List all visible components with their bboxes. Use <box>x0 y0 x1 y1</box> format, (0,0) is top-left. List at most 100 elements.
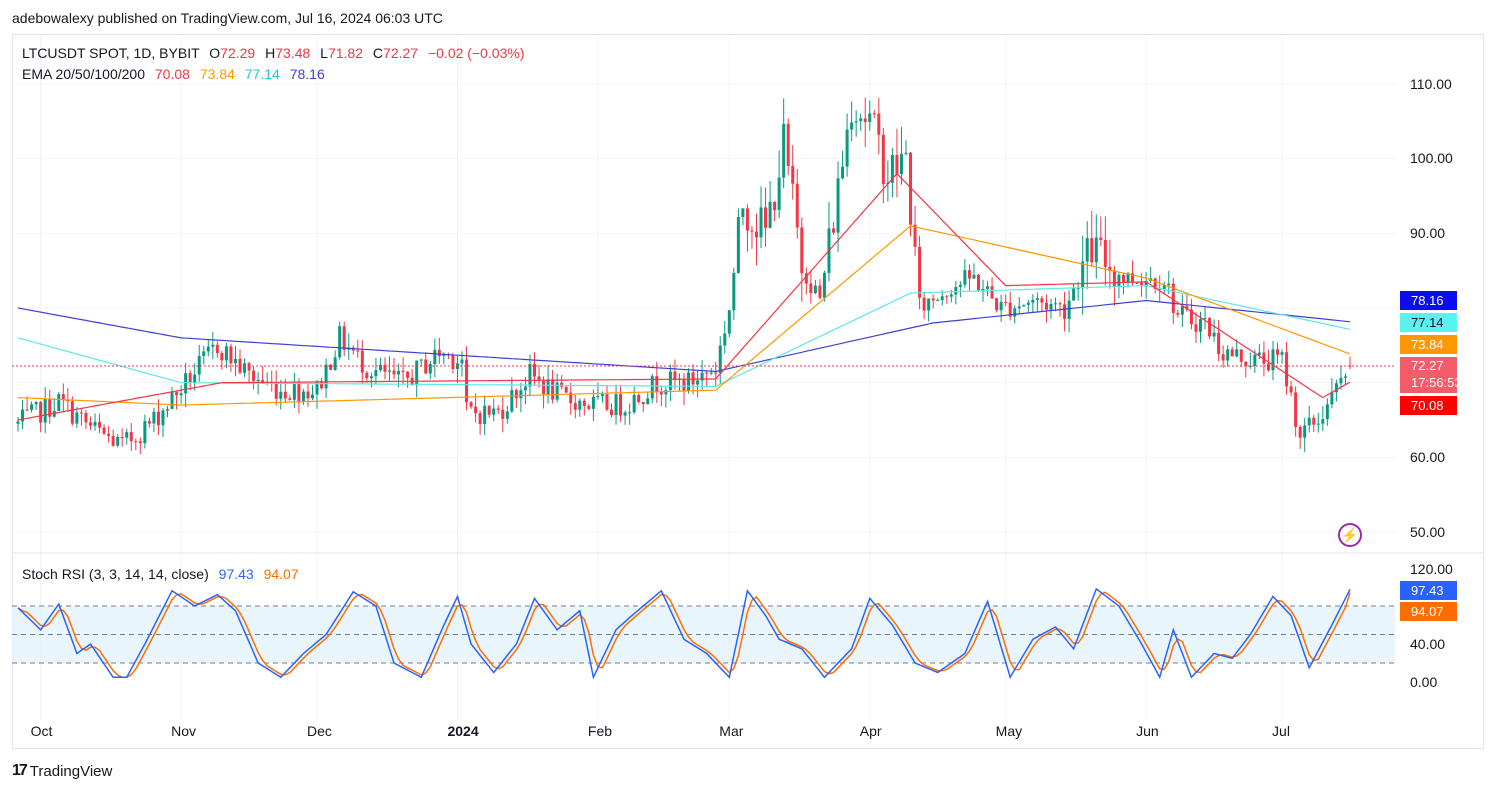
candle-body <box>179 393 183 396</box>
candle-body <box>48 398 52 417</box>
candle-body <box>841 166 845 179</box>
candle-body <box>1339 377 1343 384</box>
candle-body <box>283 391 287 399</box>
candle-body <box>872 113 876 115</box>
candle-body <box>243 363 247 373</box>
high-value: 73.48 <box>275 45 311 61</box>
candle-body <box>542 380 546 395</box>
lightning-icon[interactable]: ⚡ <box>1338 523 1362 547</box>
candle-body <box>16 421 20 424</box>
candle-body <box>1230 349 1234 357</box>
candle-body <box>1239 349 1243 362</box>
candle-body <box>34 402 38 405</box>
candle-body <box>93 422 97 426</box>
candle-body <box>1067 300 1071 319</box>
candle-body <box>1226 349 1230 361</box>
candle-body <box>899 153 903 175</box>
candle-body <box>320 381 324 389</box>
candle-body <box>433 349 437 365</box>
candle-body <box>147 421 151 424</box>
candle-body <box>1076 288 1080 290</box>
candle-body <box>442 354 446 357</box>
candle-body <box>600 394 604 397</box>
legend-symbol: LTCUSDT SPOT, 1D, BYBIT <box>22 45 200 61</box>
candle-body <box>1085 238 1089 262</box>
candle-body <box>519 390 523 399</box>
candle-body <box>578 400 582 410</box>
candle-body <box>175 392 179 396</box>
candle-body <box>111 435 115 446</box>
stoch-label: Stoch RSI (3, 3, 14, 14, close) <box>22 566 209 582</box>
candle-body <box>1289 386 1293 393</box>
candle-body <box>1131 273 1135 283</box>
candle-body <box>958 284 962 287</box>
candle-body <box>1294 392 1298 427</box>
candle-body <box>129 432 133 442</box>
open-value: 72.29 <box>220 45 256 61</box>
candle-body <box>1031 300 1035 303</box>
candle-body <box>419 359 423 361</box>
candle-body <box>57 394 61 411</box>
candle-body <box>614 394 618 415</box>
candle-body <box>745 208 749 231</box>
candle-body <box>1217 332 1221 355</box>
candle-body <box>1316 423 1320 425</box>
candle-body <box>1325 404 1329 420</box>
candle-body <box>1058 303 1062 305</box>
candle-body <box>61 394 65 400</box>
ema50-badge: 73.84 <box>1400 335 1457 354</box>
candle-body <box>206 346 210 352</box>
candle-body <box>388 370 392 372</box>
candle-body <box>673 371 677 381</box>
candle-body <box>777 177 781 211</box>
candle-body <box>1094 237 1098 263</box>
candle-body <box>98 422 102 428</box>
candle-body <box>374 370 378 377</box>
candle-body <box>514 390 518 399</box>
candle-body <box>1198 319 1202 332</box>
candle-body <box>1126 273 1130 283</box>
candle-body <box>1189 309 1193 325</box>
change-value: −0.02 (−0.03%) <box>427 45 525 61</box>
stoch-tick-0: 0.00 <box>1410 674 1438 690</box>
candle-body <box>995 298 999 311</box>
candle-body <box>1212 332 1216 337</box>
candle-body <box>233 358 237 364</box>
candle-body <box>845 129 849 167</box>
candle-body <box>474 406 478 414</box>
time-tick: 2024 <box>447 723 479 739</box>
candle-body <box>981 288 985 291</box>
candle-body <box>637 394 641 403</box>
candle-body <box>202 351 206 357</box>
candle-body <box>70 401 74 424</box>
candle-body <box>1040 298 1044 303</box>
ema100-badge: 77.14 <box>1400 313 1457 332</box>
low-label: L <box>320 45 328 61</box>
candle-body <box>854 121 858 123</box>
candle-body <box>949 294 953 297</box>
stoch-bands <box>12 605 1395 664</box>
candle-body <box>587 405 591 409</box>
candle-body <box>1090 238 1094 263</box>
candle-body <box>605 394 609 410</box>
candle-body <box>750 230 754 232</box>
candle-body <box>963 270 967 285</box>
candle-body <box>383 364 387 372</box>
candle-body <box>990 286 994 299</box>
stoch-tick-120: 120.00 <box>1410 561 1453 577</box>
candle-body <box>120 436 124 438</box>
candle-body <box>591 396 595 409</box>
candle-body <box>107 433 111 436</box>
candle-body <box>709 372 713 374</box>
legend-ema: EMA 20/50/100/200 70.08 73.84 77.14 78.1… <box>22 66 325 82</box>
ema200-line <box>17 299 1351 373</box>
price-tick-90: 90.00 <box>1410 225 1446 241</box>
footer-brand: 17 TradingView <box>12 762 112 780</box>
candle-body <box>791 165 795 184</box>
candle-body <box>741 208 745 217</box>
candle-body <box>134 441 138 443</box>
time-tick: May <box>995 723 1023 739</box>
candle-body <box>650 376 654 399</box>
price-tick-60: 60.00 <box>1410 449 1446 465</box>
